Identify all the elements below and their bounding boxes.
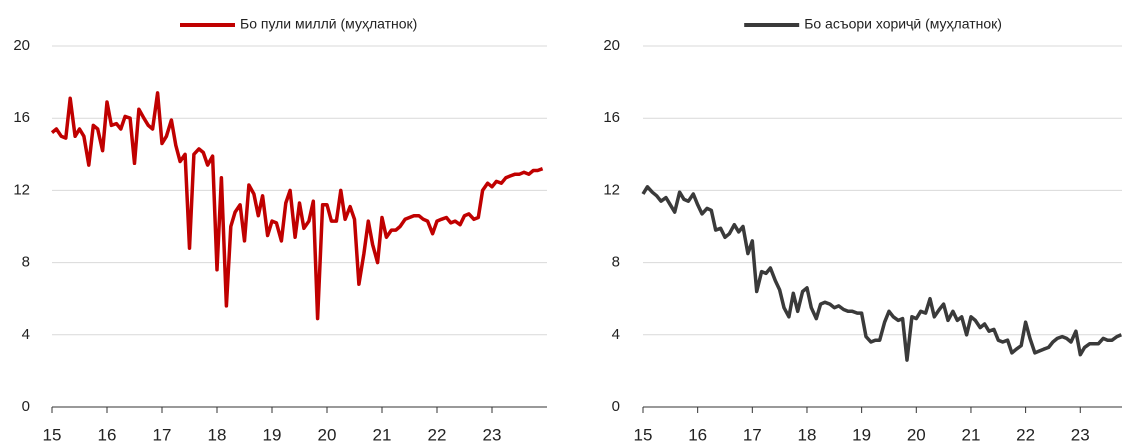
x-tick-label: 21 xyxy=(961,425,980,444)
x-tick-label: 15 xyxy=(43,425,62,444)
x-tick-label: 20 xyxy=(907,425,926,444)
x-tick-label: 19 xyxy=(263,425,282,444)
legend-label: Бо пули миллӣ (муҳлатнок) xyxy=(240,16,417,32)
y-tick-label: 0 xyxy=(22,398,30,415)
y-tick-label: 0 xyxy=(612,398,620,415)
x-tick-label: 16 xyxy=(98,425,117,444)
x-tick-label: 19 xyxy=(852,425,871,444)
y-tick-label: 8 xyxy=(22,254,30,271)
x-tick-label: 17 xyxy=(743,425,762,444)
x-tick-label: 21 xyxy=(373,425,392,444)
y-tick-label: 20 xyxy=(603,37,620,54)
x-tick-label: 18 xyxy=(798,425,817,444)
x-tick-label: 20 xyxy=(318,425,337,444)
y-tick-label: 20 xyxy=(13,37,30,54)
y-tick-label: 4 xyxy=(22,326,30,343)
y-tick-label: 16 xyxy=(603,109,620,126)
y-tick-label: 12 xyxy=(13,181,30,198)
y-tick-label: 12 xyxy=(603,181,620,198)
data-line xyxy=(641,185,1122,362)
data-line xyxy=(50,91,544,321)
x-tick-label: 18 xyxy=(208,425,227,444)
y-tick-label: 4 xyxy=(612,326,620,343)
x-tick-label: 15 xyxy=(634,425,653,444)
x-tick-label: 23 xyxy=(483,425,502,444)
x-tick-label: 22 xyxy=(1016,425,1035,444)
x-tick-label: 23 xyxy=(1071,425,1090,444)
legend-label: Бо асъори хориҷӣ (муҳлатнок) xyxy=(804,16,1002,32)
y-tick-label: 16 xyxy=(13,109,30,126)
x-tick-label: 17 xyxy=(153,425,172,444)
x-tick-label: 16 xyxy=(688,425,707,444)
y-tick-label: 8 xyxy=(612,254,620,271)
x-tick-label: 22 xyxy=(428,425,447,444)
